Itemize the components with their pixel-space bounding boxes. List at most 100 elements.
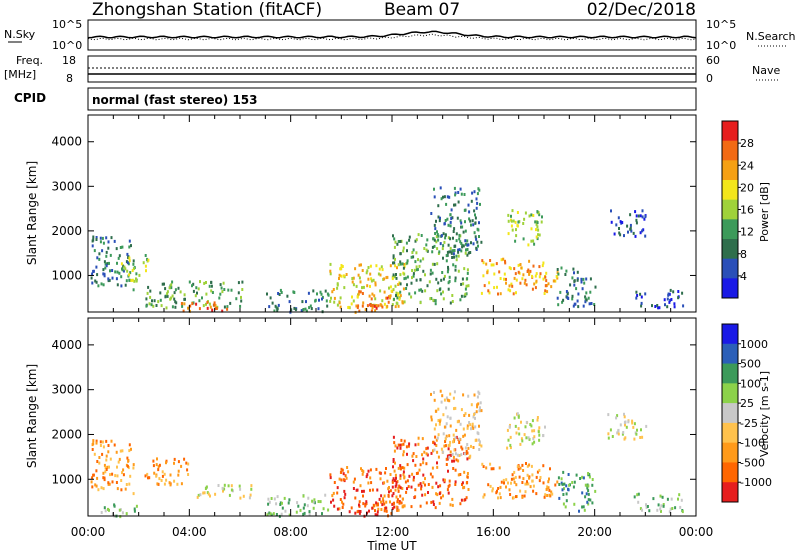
data-cell [210,280,213,284]
data-cell [430,418,433,422]
data-cell [213,303,216,307]
data-cell [474,221,477,225]
data-cell [129,271,132,275]
data-cell [442,450,445,454]
data-cell [457,473,460,477]
data-cell [561,300,564,304]
data-cell [420,234,423,237]
data-cell [302,494,305,498]
data-cell [113,239,116,243]
data-cell [531,287,534,291]
data-cell [313,498,316,502]
data-cell [109,457,112,461]
data-cell [584,295,587,299]
data-cell [430,415,433,419]
data-cell [152,304,155,308]
data-cell [451,452,454,456]
data-cell [122,468,125,472]
data-cell [517,270,520,274]
data-cell [585,298,588,302]
data-cell [120,488,123,492]
data-cell [339,296,342,300]
data-cell [332,288,335,291]
data-cell [321,297,323,301]
data-cell [448,434,451,438]
data-cell [463,433,466,437]
data-cell [478,409,481,413]
data-cell [435,219,437,223]
data-cell [376,513,379,517]
data-cell [399,262,402,266]
data-cell [668,510,671,514]
data-cell [542,434,545,438]
data-cell [400,501,403,505]
data-cell [121,449,124,453]
data-cell [345,476,348,480]
data-cell [207,492,210,496]
data-cell [538,438,541,442]
data-cell [451,216,454,220]
data-cell [437,485,440,489]
data-cell [116,465,118,469]
data-cell [513,267,516,271]
data-cell [500,480,503,484]
data-cell [434,435,437,439]
colorbar-tick-label: 28 [740,137,754,150]
data-cell [627,230,629,234]
colorbar-swatch [722,278,738,299]
data-cell [398,297,401,301]
data-cell [104,470,107,474]
data-cell [558,496,561,500]
data-cell [668,292,671,296]
data-cell [412,452,415,456]
data-cell [573,283,576,287]
data-cell [520,420,522,424]
data-cell [405,445,408,449]
data-cell [412,255,415,259]
y-tick-label: 3000 [51,179,82,193]
data-cell [532,489,535,493]
data-cell [320,292,323,296]
data-cell [365,475,368,479]
data-cell [239,304,242,308]
data-cell [425,501,428,505]
data-cell [412,274,415,278]
data-cell [452,263,455,267]
data-cell [185,461,188,465]
data-cell [506,428,509,432]
data-cell [433,187,435,191]
data-cell [580,277,583,281]
data-cell [107,507,109,511]
data-cell [371,506,374,510]
data-cell [402,473,405,477]
data-cell [490,263,493,267]
data-cell [210,284,213,288]
data-cell [394,284,397,288]
data-cell [584,483,587,487]
data-cell [510,224,513,228]
data-cell [355,284,358,288]
nsearch-label: N.Search [746,30,796,43]
data-cell [365,502,368,505]
data-cell [399,464,402,468]
data-cell [422,457,425,461]
data-cell [415,278,418,282]
data-cell [658,306,661,310]
data-cell [209,494,211,498]
data-cell [454,264,457,268]
data-cell [103,506,106,510]
data-cell [343,496,346,500]
data-cell [101,452,104,456]
data-cell [523,433,526,437]
data-cell [431,271,434,275]
data-cell [208,302,211,306]
data-cell [399,494,402,498]
data-cell [479,202,481,206]
data-cell [438,492,441,496]
data-cell [442,494,444,498]
data-cell [633,437,636,441]
data-cell [450,251,453,255]
data-cell [387,487,390,491]
data-cell [476,240,479,244]
data-cell [547,480,550,484]
